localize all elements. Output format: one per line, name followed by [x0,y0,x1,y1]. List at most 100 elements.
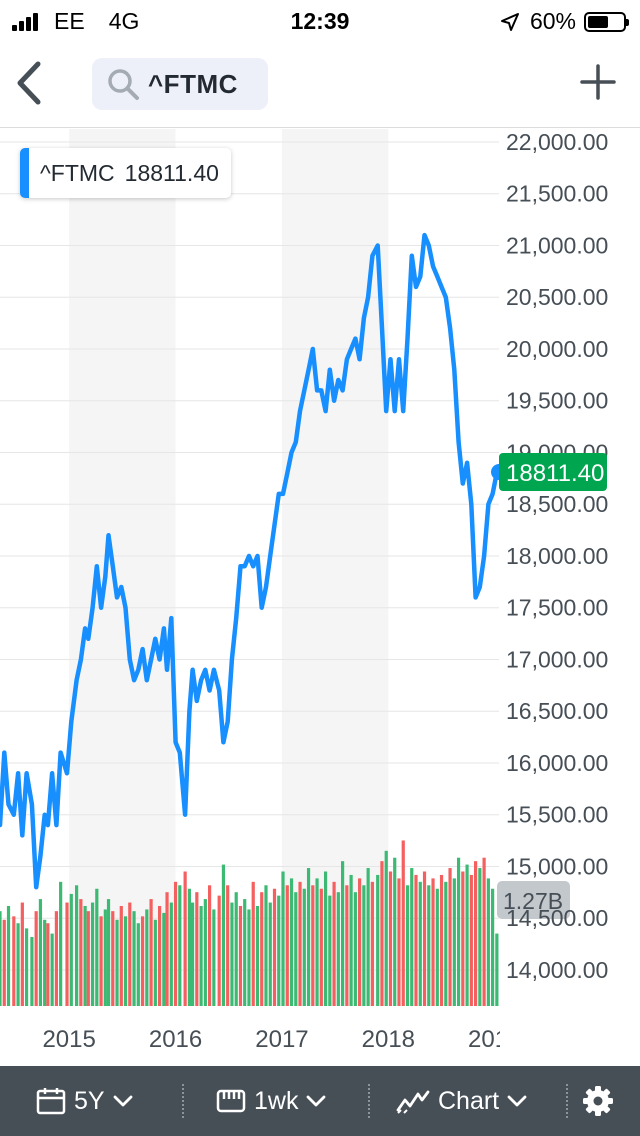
volume-bar [106,899,111,1006]
status-time: 12:39 [290,8,350,34]
volume-bar [393,857,397,1006]
volume-bar [461,871,465,1006]
volume-bar [149,899,153,1006]
toolbar-divider [368,1084,370,1118]
volume-bar [75,885,79,1006]
volume-bar [20,902,24,1006]
volume-bar [401,840,405,1006]
volume-bar [410,868,414,1006]
chart-type-selector[interactable]: Chart [396,1066,527,1136]
volume-bar [281,871,285,1006]
volume-bar [323,871,328,1006]
tooltip-value: 18811.40 [124,159,219,186]
line-chart-icon [396,1090,430,1114]
symbol-search-box[interactable]: ^FTMC [92,58,268,110]
add-to-watchlist-button[interactable] [578,62,618,102]
signal-icon [12,12,40,31]
volume-bar [366,868,370,1006]
current-value-badge [499,453,607,492]
price-line [0,232,500,890]
volume-bar [431,878,435,1006]
range-selector[interactable]: 5Y [36,1066,133,1136]
y-tick-label: 22,000.00 [506,129,608,155]
volume-bar [452,878,456,1006]
volume-bar [418,881,422,1006]
volume-bar [34,911,38,1006]
volume-bar [238,905,243,1006]
volume-bar [165,892,169,1006]
volume-bar [30,937,34,1006]
volume-bar [173,881,178,1006]
volume-bar [397,878,401,1006]
toolbar-divider [182,1084,184,1118]
volume-bar [0,911,2,1006]
volume-bar [103,909,107,1006]
status-right: 60% [500,8,629,35]
volume-bar [306,868,311,1006]
chart-type-label: Chart [438,1086,500,1115]
volume-bar [234,892,238,1006]
volume-bar [380,861,384,1006]
chevron-down-icon [307,1095,326,1107]
volume-bar [328,895,332,1006]
volume-bar [86,911,90,1006]
settings-button[interactable] [582,1066,614,1136]
price-chart[interactable]: 1.27B 22,000.00 21,500.00 21,000.00 20,500.… [0,129,640,1066]
x-tick-label: 2018 [362,1026,415,1053]
volume-label: 1.27B [503,888,563,914]
x-tick-label: 2015 [42,1026,95,1053]
volume-bar [2,919,6,1006]
volume-bar [349,874,353,1006]
volume-bar [311,885,315,1006]
volume-bar [353,892,357,1006]
interval-label: 1wk [254,1086,299,1115]
volume-bar [208,885,212,1006]
gear-icon [583,1086,613,1116]
volume-bar [340,861,345,1006]
battery-percent: 60% [529,8,576,34]
location-arrow-icon [500,12,519,31]
y-tick-label: 14,500.00 [506,905,608,931]
volume-bar [16,923,20,1006]
volume-bar [203,899,207,1006]
y-tick-label: 17,000.00 [506,646,608,672]
y-tick-label: 20,500.00 [506,284,608,310]
volume-bar [465,864,469,1006]
volume-bar [38,899,43,1006]
volume-bar [12,916,16,1006]
volume-bar [90,902,95,1006]
battery-icon [584,11,629,32]
volume-bar [435,888,439,1006]
volume-bar [448,868,452,1006]
volume-bar [157,905,162,1006]
volume-bar [336,892,340,1006]
back-button[interactable] [10,58,50,108]
volume-bar [195,892,199,1006]
volume-bar [132,911,136,1006]
volume-bar [217,895,221,1006]
volume-bar [251,881,255,1006]
volume-bar [289,878,294,1006]
chart-area[interactable]: 1.27B 22,000.00 21,500.00 21,000.00 20,500.… [0,129,640,1066]
volume-bar [473,861,478,1006]
chevron-left-icon [17,61,41,105]
search-symbol-text: ^FTMC [148,68,238,99]
volume-bar [482,857,486,1006]
y-tick-label: 18,000.00 [506,543,608,569]
ruler-icon [216,1089,246,1113]
volume-bar [169,902,173,1006]
volume-bar [115,919,119,1006]
volume-bar [226,885,230,1006]
status-bar: EE 4G 12:39 60% [0,0,640,40]
volume-bar [414,874,418,1006]
volume-bar [221,864,226,1006]
chevron-down-icon [507,1095,527,1107]
interval-selector[interactable]: 1wk [216,1066,326,1136]
volume-bar [264,885,268,1006]
volume-bar [190,902,195,1006]
calendar-icon [36,1088,66,1115]
tooltip-symbol: ^FTMC [40,159,115,186]
y-tick-label: 15,000.00 [506,853,608,879]
y-tick-label: 19,500.00 [506,388,608,414]
volume-label-badge [497,881,570,919]
